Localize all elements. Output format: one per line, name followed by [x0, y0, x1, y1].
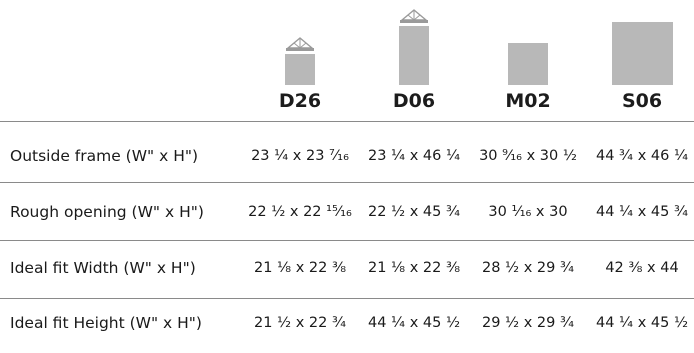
table-cell: 21 ⅛ x 22 ⅜: [253, 260, 347, 276]
row-divider: [0, 240, 694, 241]
row-label: Outside frame (W" x H"): [10, 147, 199, 165]
table-row-ideal-fit-height: Ideal fit Height (W" x H") 21 ½ x 22 ¾ 4…: [0, 293, 694, 353]
table-cell: 29 ½ x 29 ¾: [481, 315, 575, 331]
row-divider: [0, 298, 694, 299]
table-cell: 44 ¼ x 45 ½: [367, 315, 461, 331]
row-divider: [0, 182, 694, 183]
table-row-ideal-fit-width: Ideal fit Width (W" x H") 21 ⅛ x 22 ⅜ 21…: [0, 238, 694, 298]
table-cell: 22 ½ x 45 ¾: [367, 204, 461, 220]
table-cell: 30 ⁹⁄₁₆ x 30 ½: [479, 148, 577, 164]
table-cell: 44 ¾ x 46 ¼: [595, 148, 689, 164]
table-cell: 44 ¼ x 45 ½: [595, 315, 689, 331]
table-cell: 23 ¼ x 23 ⁷⁄₁₆: [251, 148, 349, 164]
column-header-row: D26 D06 M02 S06: [0, 82, 694, 122]
table-cell: 23 ¼ x 46 ¼: [367, 148, 461, 164]
skylight-medium-icon: [508, 43, 548, 85]
table-cell: 28 ½ x 29 ¾: [481, 260, 575, 276]
table-cell: 42 ⅜ x 44: [605, 260, 679, 276]
table-cell: 30 ¹⁄₁₆ x 30: [488, 204, 568, 220]
flat-roof-skylight-tall-icon: [399, 9, 429, 85]
column-header-m02: M02: [505, 90, 551, 112]
header-divider: [0, 121, 694, 122]
column-header-d26: D26: [278, 90, 322, 112]
row-label: Rough opening (W" x H"): [10, 203, 204, 221]
row-label: Ideal fit Width (W" x H"): [10, 259, 196, 277]
skylight-large-icon: [612, 22, 673, 85]
product-icons: [0, 0, 694, 120]
column-header-s06: S06: [621, 90, 663, 112]
flat-roof-skylight-small-icon: [285, 37, 315, 85]
table-row-outside-frame: Outside frame (W" x H") 23 ¼ x 23 ⁷⁄₁₆ 2…: [0, 126, 694, 186]
row-label: Ideal fit Height (W" x H"): [10, 314, 202, 332]
table-cell: 44 ¼ x 45 ¾: [595, 204, 689, 220]
table-row-rough-opening: Rough opening (W" x H") 22 ½ x 22 ¹⁵⁄₁₆ …: [0, 182, 694, 242]
column-header-d06: D06: [392, 90, 436, 112]
table-cell: 22 ½ x 22 ¹⁵⁄₁₆: [248, 204, 352, 220]
table-cell: 21 ⅛ x 22 ⅜: [367, 260, 461, 276]
table-cell: 21 ½ x 22 ¾: [253, 315, 347, 331]
